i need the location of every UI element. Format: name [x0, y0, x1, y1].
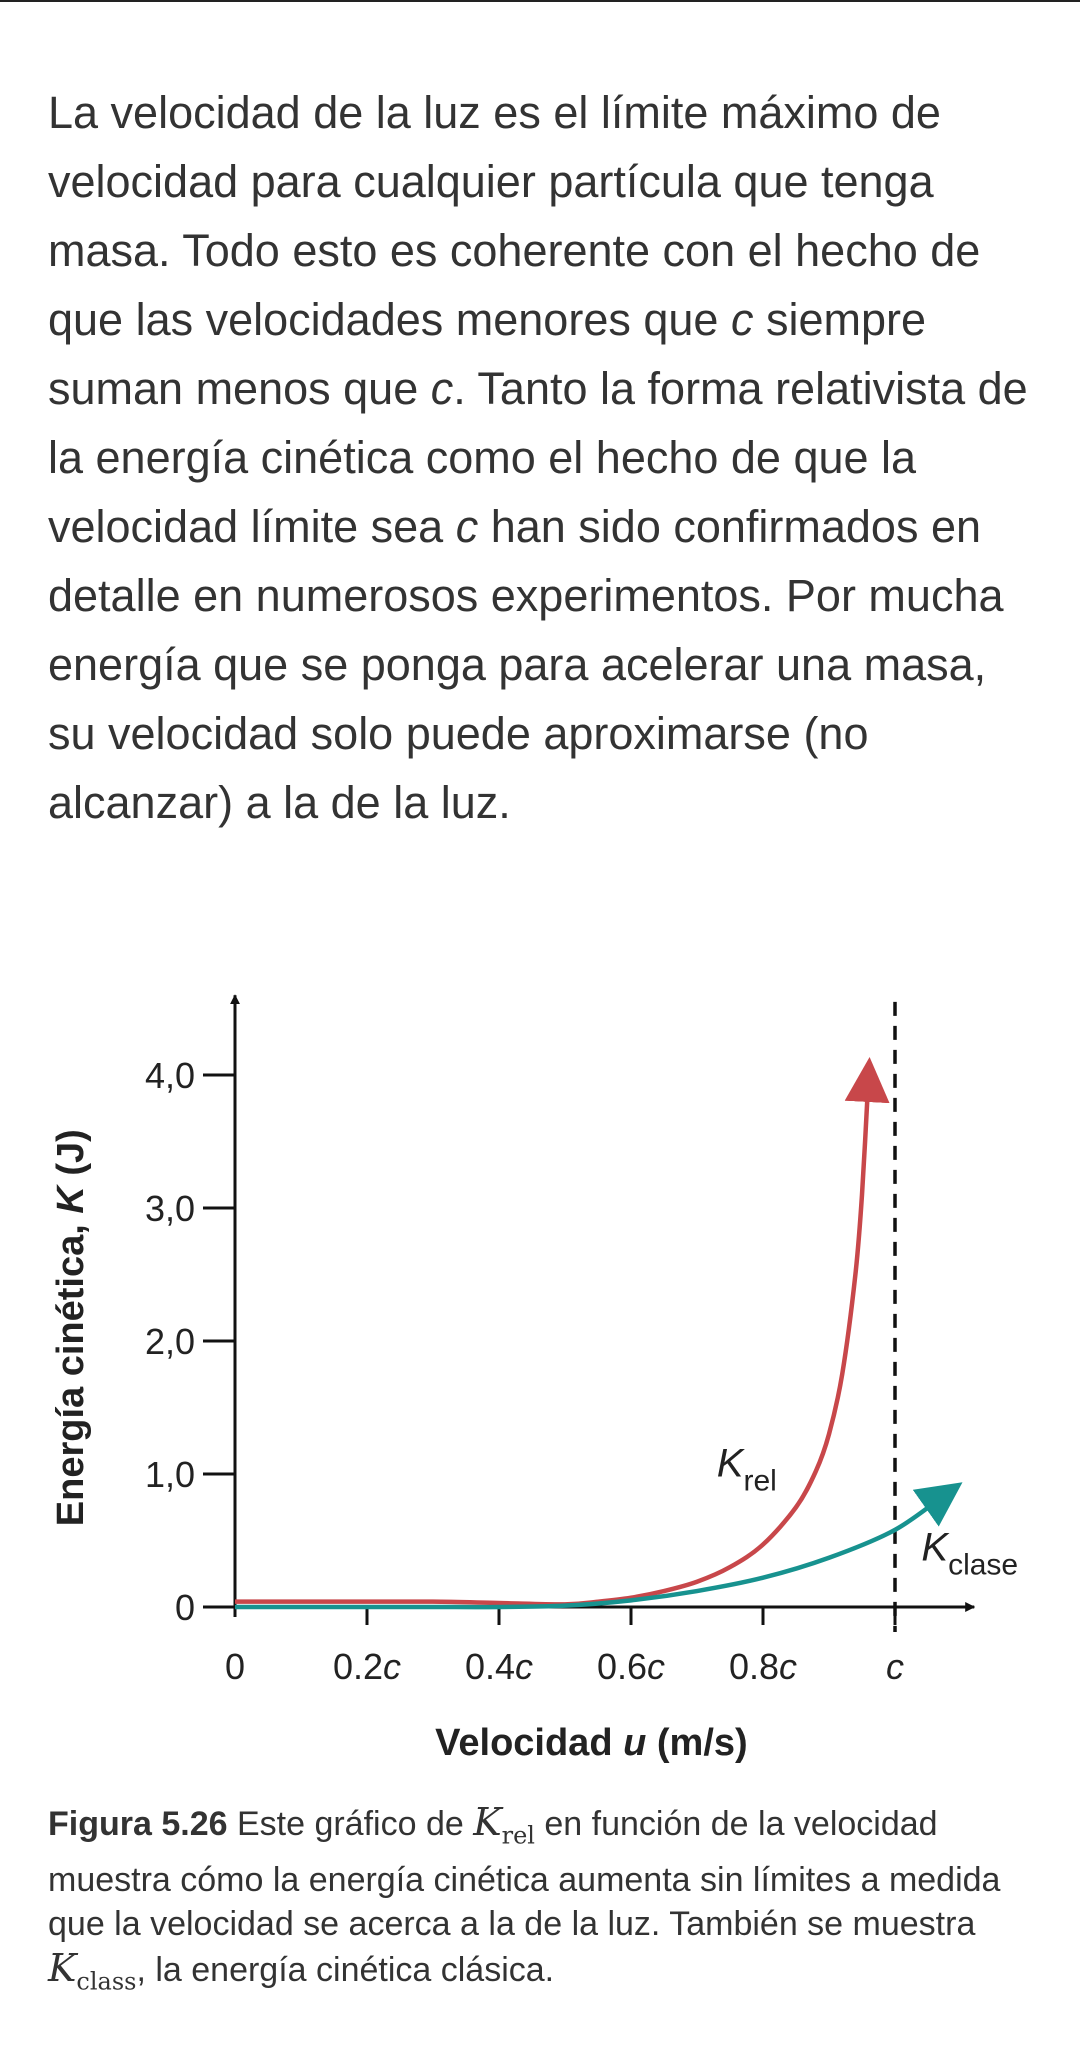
- paragraph-text-3: . Tanto la forma relativista de la energ…: [48, 363, 1028, 552]
- figure-caption: Figura 5.26 Este gráfico de Krel en func…: [48, 1800, 1038, 2003]
- caption-k-rel: Krel: [473, 1800, 535, 1850]
- x-tick-label: c: [886, 1646, 904, 1687]
- series-line-rel: [235, 1057, 890, 1607]
- paragraph-c-3: c: [455, 501, 479, 552]
- x-tick-label: 0.2c: [333, 1646, 401, 1687]
- caption-k-class-sub: class: [76, 1967, 137, 1996]
- body-paragraph: La velocidad de la luz es el límite máxi…: [48, 78, 1028, 837]
- kinetic-energy-chart: 0 1,0 2,0 3,0 4,0 0 0.2c 0.4c 0.6c 0.8c c Krel Kclas…: [50, 994, 1018, 1764]
- y-tick-label: 3,0: [145, 1188, 195, 1229]
- series-line-clase: [235, 1482, 963, 1610]
- paragraph-text-2: siempre suman menos que: [48, 294, 926, 414]
- caption-text-3: , la energía cinética clásica.: [136, 1950, 555, 1989]
- series-label-rel: Krel: [717, 1442, 777, 1498]
- top-divider: [0, 0, 1080, 2]
- y-tick-label: 4,0: [145, 1055, 195, 1096]
- y-tick-label: 2,0: [145, 1321, 195, 1362]
- caption-k-class: Kclass: [48, 1945, 136, 1996]
- paragraph-c-2: c: [430, 363, 454, 414]
- y-tick-label: 0: [175, 1587, 195, 1628]
- chart-labels: 0 1,0 2,0 3,0 4,0 0 0.2c 0.4c 0.6c 0.8c c Krel Kclas…: [50, 1055, 1018, 1764]
- x-tick-label: 0.6c: [597, 1646, 665, 1687]
- y-axis-title: Energía cinética, K (J): [50, 1129, 92, 1526]
- caption-k-rel-sub: rel: [501, 1821, 535, 1850]
- x-tick-label: 0.4c: [465, 1646, 533, 1687]
- chart-series: [235, 1057, 963, 1610]
- x-tick-label: 0.8c: [729, 1646, 797, 1687]
- y-tick-label: 1,0: [145, 1454, 195, 1495]
- caption-k-class-symbol: K: [48, 1945, 77, 1990]
- caption-text-2: en función de la velocidad muestra cómo …: [48, 1805, 1001, 1943]
- paragraph-text-1: La velocidad de la luz es el límite máxi…: [48, 87, 981, 345]
- chart-axes: [203, 994, 976, 1632]
- x-axis-title: Velocidad u (m/s): [435, 1722, 748, 1764]
- figure-label: Figura 5.26: [48, 1805, 228, 1843]
- paragraph-text-4: han sido confirmados en detalle en numer…: [48, 501, 1004, 828]
- series-label-clase: Kclase: [921, 1525, 1018, 1581]
- caption-text-1: Este gráfico de: [227, 1805, 474, 1843]
- x-tick-label: 0: [225, 1646, 245, 1687]
- caption-k-rel-symbol: K: [473, 1800, 502, 1844]
- paragraph-c-1: c: [730, 294, 754, 345]
